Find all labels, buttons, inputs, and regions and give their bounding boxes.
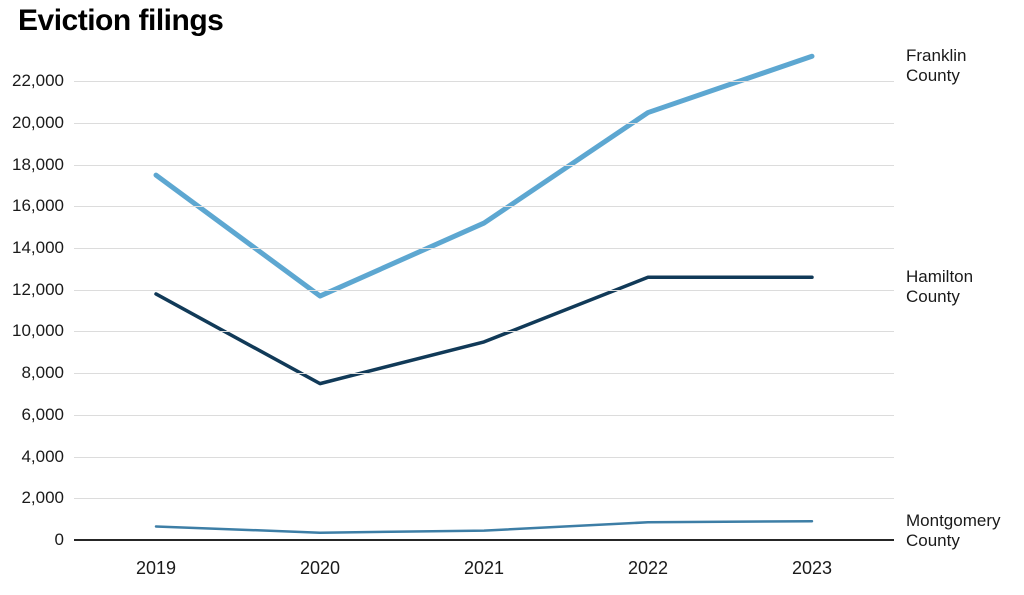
y-tick-label: 14,000: [2, 238, 64, 258]
gridline: [74, 123, 894, 124]
gridline: [74, 290, 894, 291]
y-tick-label: 12,000: [2, 280, 64, 300]
series-label: Montgomery County: [906, 511, 1000, 551]
series-label: Franklin County: [906, 46, 966, 86]
y-tick-label: 4,000: [2, 447, 64, 467]
x-tick-label: 2022: [628, 558, 668, 579]
y-tick-label: 8,000: [2, 363, 64, 383]
y-tick-label: 6,000: [2, 405, 64, 425]
series-line: [156, 521, 812, 532]
gridline: [74, 373, 894, 374]
series-label: Hamilton County: [906, 267, 973, 307]
y-tick-label: 10,000: [2, 321, 64, 341]
gridline: [74, 331, 894, 332]
y-tick-label: 16,000: [2, 196, 64, 216]
y-tick-label: 20,000: [2, 113, 64, 133]
x-tick-label: 2019: [136, 558, 176, 579]
gridline: [74, 248, 894, 249]
series-line: [156, 56, 812, 296]
x-tick-label: 2023: [792, 558, 832, 579]
x-tick-label: 2021: [464, 558, 504, 579]
gridline: [74, 206, 894, 207]
plot-area: 02,0004,0006,0008,00010,00012,00014,0001…: [74, 50, 894, 540]
series-line: [156, 277, 812, 383]
gridline: [74, 81, 894, 82]
gridline: [74, 415, 894, 416]
gridline: [74, 457, 894, 458]
y-tick-label: 0: [2, 530, 64, 550]
x-tick-label: 2020: [300, 558, 340, 579]
chart-title: Eviction filings: [18, 4, 223, 38]
gridline: [74, 498, 894, 499]
x-axis-line: [74, 539, 894, 541]
gridline: [74, 165, 894, 166]
y-tick-label: 22,000: [2, 71, 64, 91]
y-tick-label: 2,000: [2, 488, 64, 508]
y-tick-label: 18,000: [2, 155, 64, 175]
chart-container: Eviction filings 02,0004,0006,0008,00010…: [0, 0, 1024, 595]
